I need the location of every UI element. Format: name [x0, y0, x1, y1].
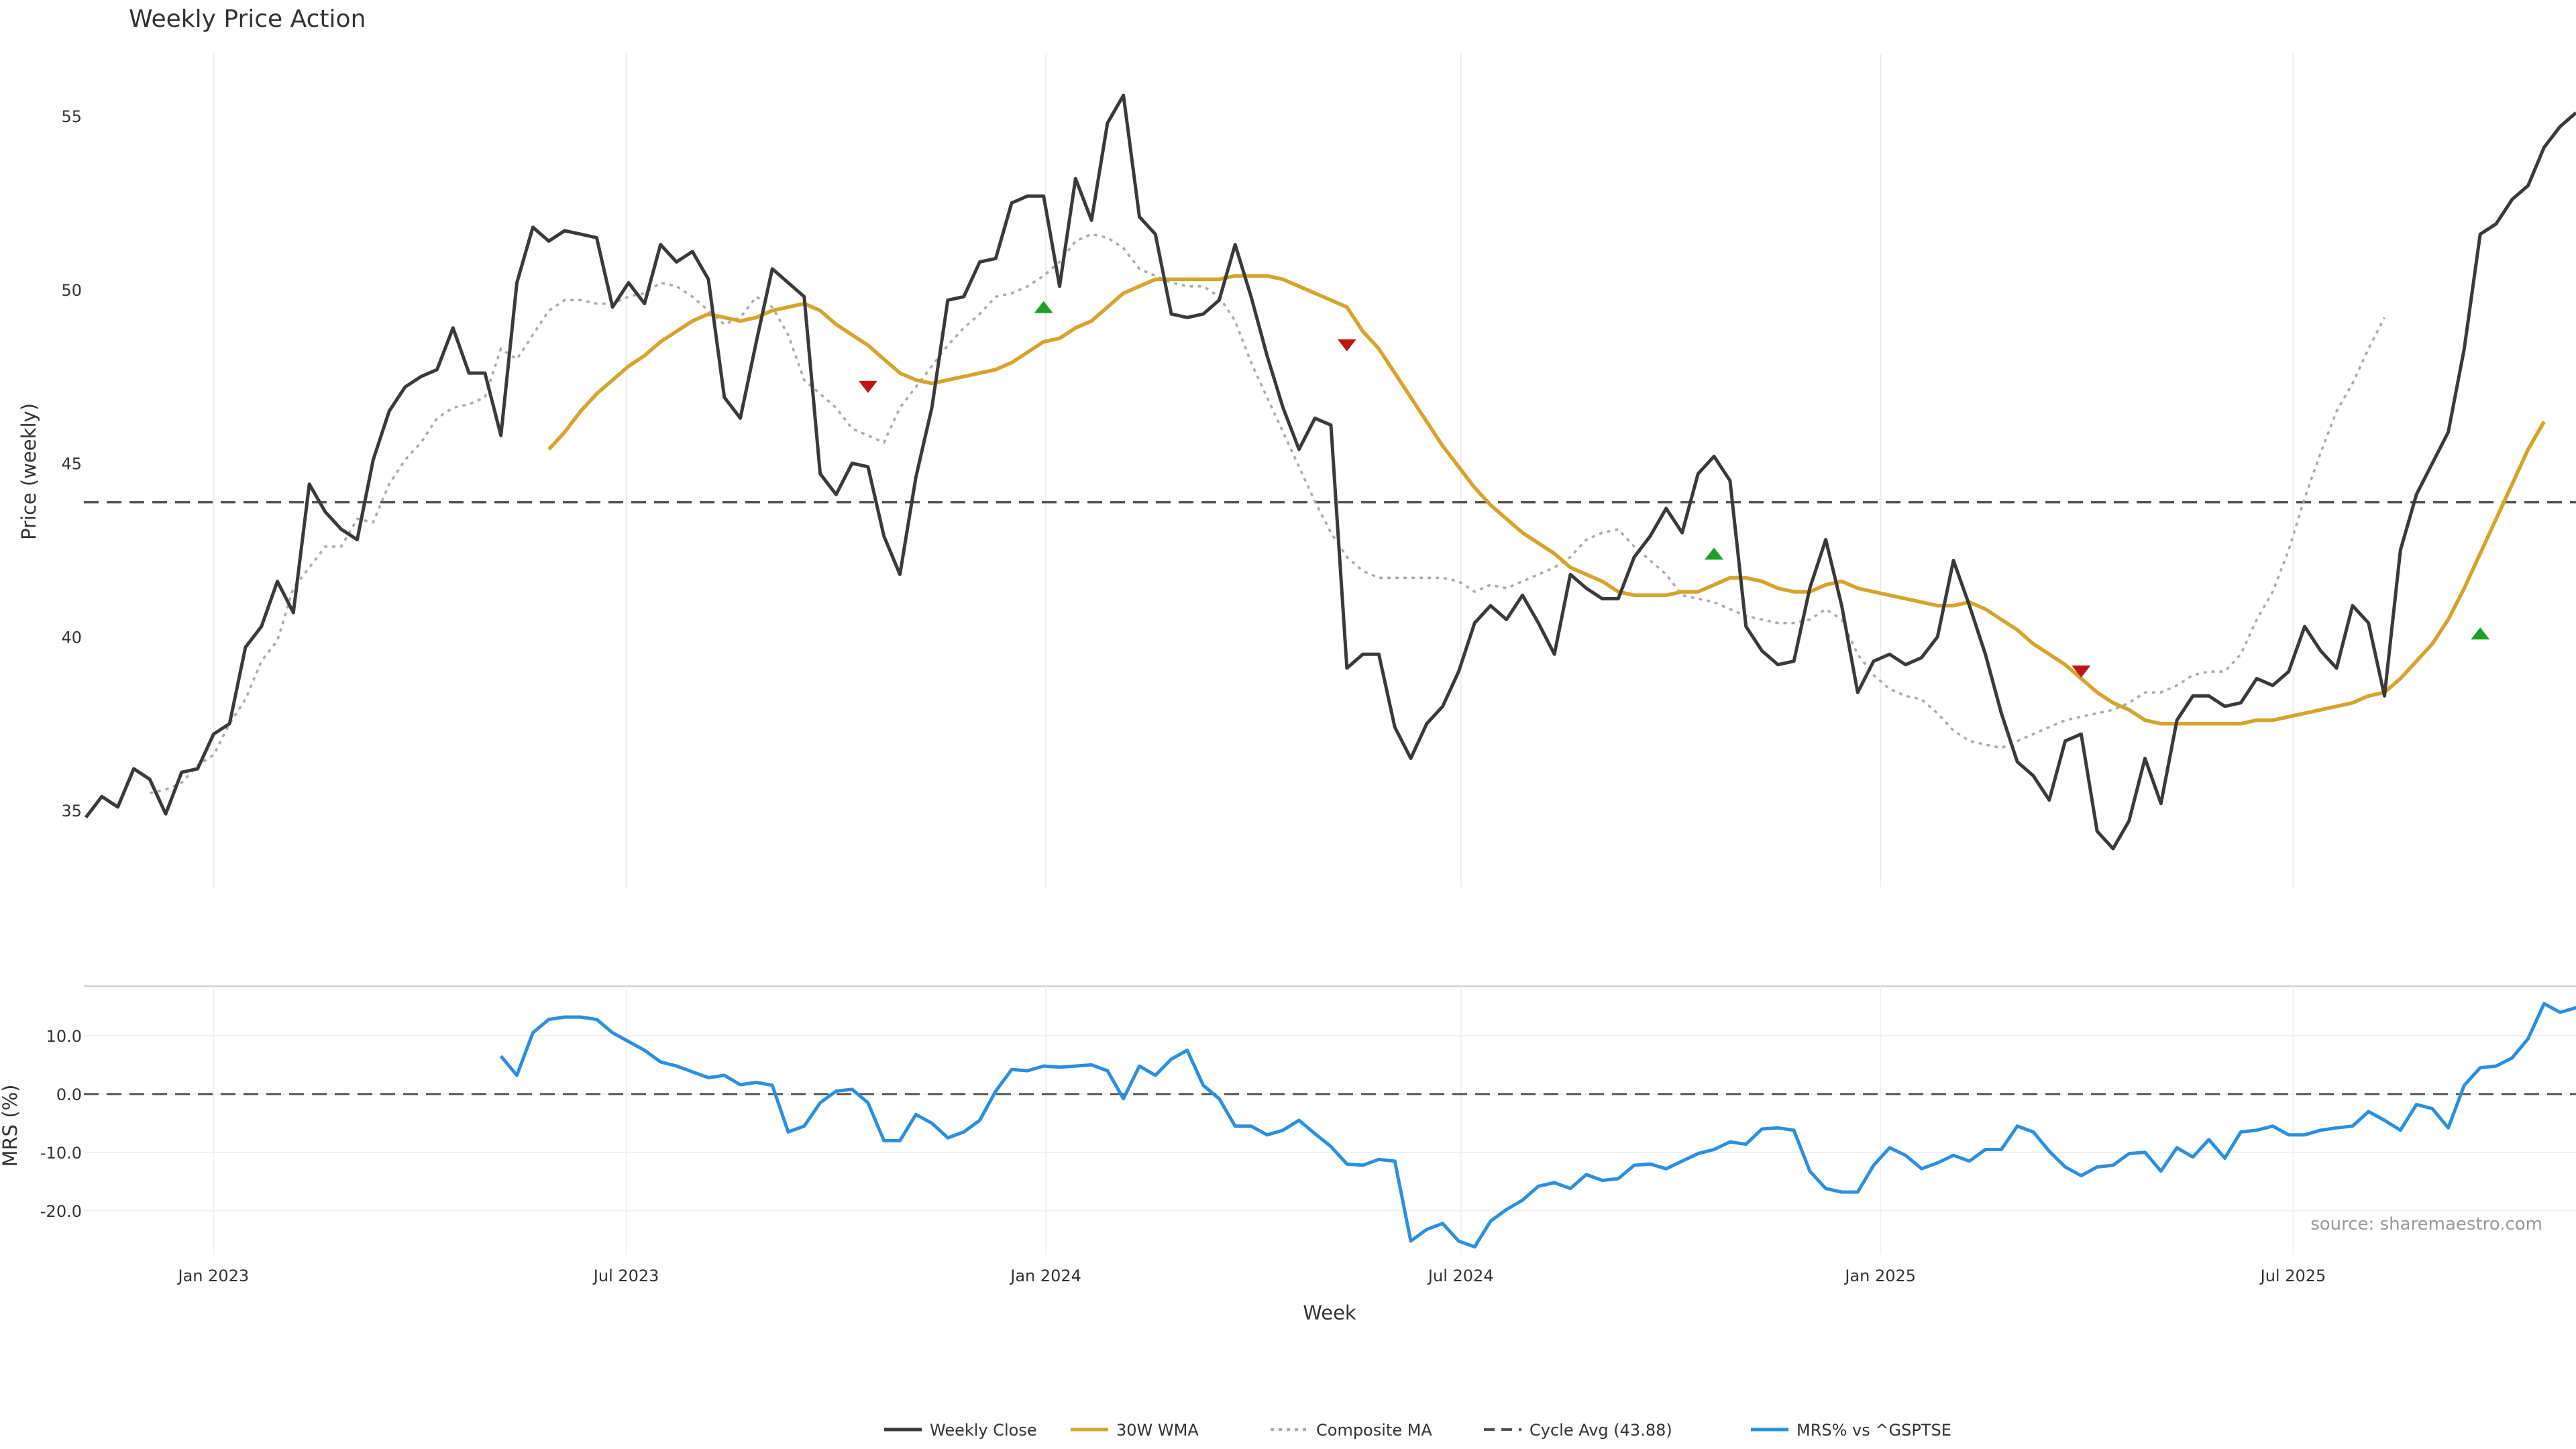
- price-y-tick-label: 55: [61, 107, 82, 126]
- buy-signal-marker: [1034, 301, 1053, 313]
- price-panel: 35 40 45 50 55 Price (weekly): [17, 54, 2576, 887]
- price-y-tick-label: 35: [61, 802, 82, 820]
- legend-label: Weekly Close: [930, 1421, 1037, 1440]
- x-tick-label: Jul 2024: [1427, 1267, 1494, 1285]
- price-y-tick-label: 50: [61, 281, 82, 300]
- x-axis-title: Week: [1303, 1301, 1356, 1324]
- price-grid: [213, 54, 2294, 887]
- x-axis-ticks: Jan 2023 Jul 2023 Jan 2024 Jul 2024 Jan 2025…: [177, 1267, 2326, 1285]
- price-y-tick-label: 40: [61, 628, 82, 647]
- wma-line: [547, 274, 2546, 726]
- legend-label: Composite MA: [1316, 1421, 1432, 1440]
- x-tick-label: Jan 2023: [177, 1267, 250, 1285]
- legend: Weekly Close 30W WMA Composite MA Cycle Avg…: [884, 1421, 1951, 1440]
- composite-ma-line: [149, 233, 2386, 795]
- price-y-tick-label: 45: [61, 455, 82, 474]
- mrs-y-tick-label: -10.0: [40, 1144, 82, 1163]
- chart-title: Weekly Price Action: [129, 5, 366, 33]
- x-tick-label: Jan 2025: [1843, 1267, 1916, 1285]
- source-note: source: sharemaestro.com: [2310, 1214, 2542, 1234]
- mrs-line: [499, 1002, 2576, 1249]
- sell-signal-marker: [2072, 665, 2091, 678]
- price-y-axis-title: Price (weekly): [17, 403, 40, 540]
- legend-label: MRS% vs ^GSPTSE: [1796, 1421, 1951, 1440]
- x-tick-label: Jul 2025: [2259, 1267, 2326, 1285]
- sell-signal-marker: [1337, 339, 1356, 352]
- x-tick-label: Jul 2023: [592, 1267, 659, 1285]
- mrs-panel: -20.0 -10.0 0.0 10.0 MRS (%) source: sharem…: [0, 985, 2576, 1254]
- buy-signal-marker: [1705, 547, 1724, 560]
- x-tick-label: Jan 2024: [1009, 1267, 1081, 1285]
- mrs-y-tick-label: -20.0: [40, 1202, 82, 1221]
- sell-signal-marker: [858, 380, 877, 393]
- price-y-ticks: 35 40 45 50 55: [61, 107, 82, 820]
- mrs-grid: [84, 986, 2576, 1254]
- mrs-y-tick-label: 10.0: [46, 1027, 82, 1046]
- weekly-close-line: [85, 93, 2576, 851]
- mrs-y-tick-label: 0.0: [56, 1085, 82, 1104]
- mrs-y-ticks: -20.0 -10.0 0.0 10.0: [40, 1027, 82, 1221]
- signal-markers: [858, 301, 2490, 678]
- mrs-y-axis-title: MRS (%): [0, 1085, 21, 1167]
- buy-signal-marker: [2471, 627, 2490, 640]
- legend-label: 30W WMA: [1116, 1421, 1199, 1440]
- legend-label: Cycle Avg (43.88): [1529, 1421, 1672, 1440]
